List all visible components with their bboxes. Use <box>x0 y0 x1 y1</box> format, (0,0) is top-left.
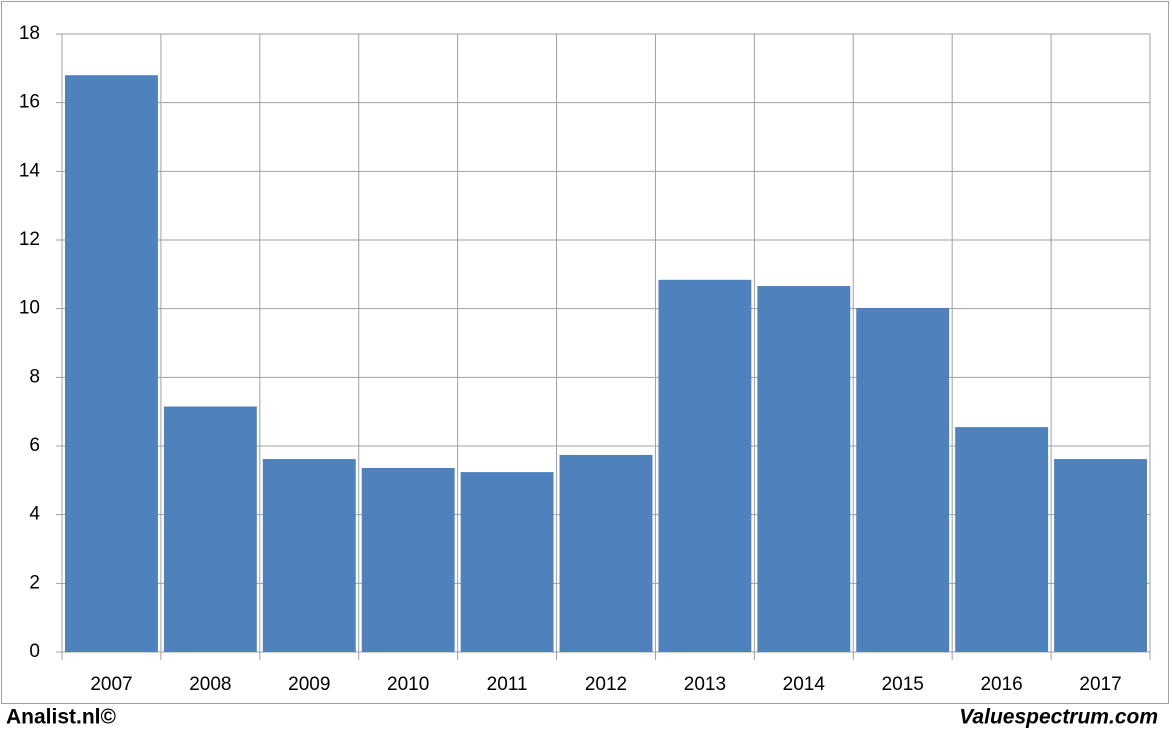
x-tick-label: 2010 <box>387 674 429 695</box>
y-tick-label: 0 <box>29 641 40 662</box>
footer-right: Valuespectrum.com <box>959 706 1158 729</box>
y-tick-label: 10 <box>19 298 40 319</box>
bar <box>757 286 851 652</box>
bar <box>163 406 257 652</box>
bar <box>262 459 356 652</box>
bar <box>559 454 653 652</box>
x-tick-label: 2016 <box>980 674 1022 695</box>
x-tick-label: 2015 <box>882 674 924 695</box>
x-tick-label: 2011 <box>487 674 528 695</box>
x-tick-label: 2012 <box>585 674 627 695</box>
y-tick-label: 12 <box>19 229 40 250</box>
y-tick-label: 14 <box>19 160 41 181</box>
bar <box>460 472 554 652</box>
footer-left: Analist.nl© <box>6 706 117 729</box>
x-tick-label: 2009 <box>288 674 330 695</box>
bar <box>856 307 950 652</box>
y-tick-label: 2 <box>29 572 40 593</box>
y-tick-label: 4 <box>29 504 40 525</box>
x-tick-label: 2014 <box>783 674 826 695</box>
y-tick-label: 16 <box>19 92 40 113</box>
bar <box>1054 459 1147 652</box>
y-tick-label: 6 <box>29 435 40 456</box>
bar <box>955 427 1049 652</box>
x-tick-label: 2007 <box>90 674 132 695</box>
x-tick-label: 2017 <box>1079 674 1121 695</box>
bar <box>658 279 752 652</box>
x-tick-label: 2008 <box>189 674 231 695</box>
y-tick-label: 18 <box>19 23 40 44</box>
bar <box>361 467 455 652</box>
x-tick-label: 2013 <box>684 674 726 695</box>
bar <box>65 75 158 652</box>
y-tick-label: 8 <box>29 366 40 387</box>
